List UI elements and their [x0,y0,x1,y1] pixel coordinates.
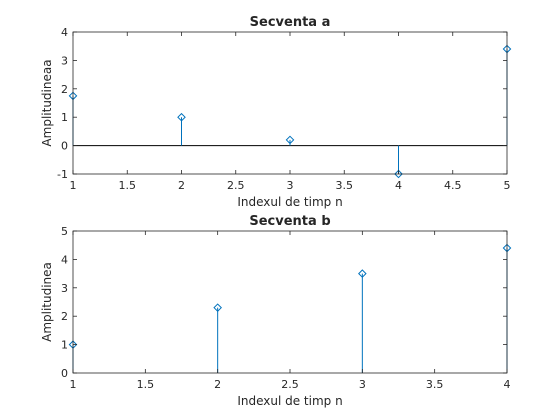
x-tick-label: 1 [70,378,77,391]
x-axis-label: Indexul de timp n [237,195,342,209]
stem-marker [213,303,222,312]
y-tick-label: 2 [61,310,68,323]
y-tick-label: 4 [61,253,68,266]
x-tick-label: 2.5 [281,378,299,391]
y-tick-label: 2 [61,83,68,96]
x-axis-label: Indexul de timp n [237,394,342,408]
y-tick-label: 1 [61,111,68,124]
y-tick-label: 0 [61,367,68,380]
y-tick-label: 0 [61,140,68,153]
x-tick-label: 3.5 [336,179,354,192]
x-tick-label: 2 [214,378,221,391]
axes-secventa-a: 1 1.5 2 2.5 3 3.5 4 4.5 5 -1 0 1 2 3 4 Secventa a Indexu… [40,15,512,209]
x-tick-label: 1 [70,179,77,192]
x-tick-label: 3 [359,378,366,391]
x-tick-label: 4 [504,378,511,391]
stem-marker [358,269,367,278]
y-tick-label: 4 [61,26,68,39]
y-tick-label: 3 [61,282,68,295]
chart-title: Secventa a [250,15,331,30]
y-tick-label: -1 [57,168,68,181]
chart-title: Secventa b [249,214,330,229]
y-axis-label: Amplitudineaa [40,59,54,146]
y-axis-label: Amplitudinea [40,262,54,342]
plot-area [73,32,507,174]
x-tick-label: 4.5 [444,179,462,192]
plot-area [73,231,507,373]
x-tick-label: 1.5 [137,378,155,391]
x-tick-label: 2 [178,179,185,192]
stem-marker [394,169,403,179]
x-tick-label: 4 [395,179,402,192]
x-tick-label: 1.5 [119,179,137,192]
x-tick-label: 5 [504,179,511,192]
x-tick-label: 3.5 [426,378,444,391]
y-tick-label: 5 [61,225,68,238]
x-tick-label: 2.5 [227,179,245,192]
stem-marker [177,112,186,122]
y-tick-label: 3 [61,54,68,67]
y-tick-label: 1 [61,339,68,352]
x-tick-label: 3 [287,179,294,192]
stem-marker [285,135,295,145]
